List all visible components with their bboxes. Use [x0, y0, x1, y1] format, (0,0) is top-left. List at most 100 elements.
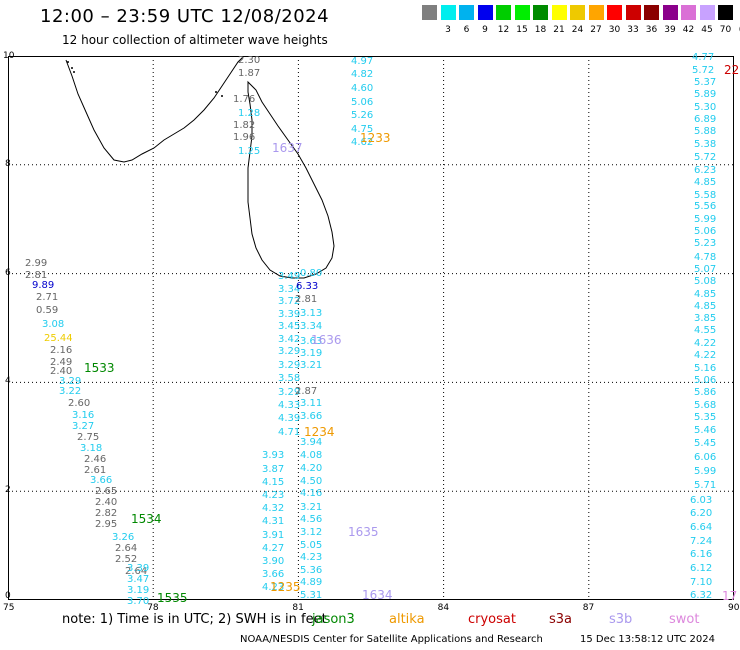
wave-height-value: 1.87 — [238, 68, 261, 79]
pass-time-label: 22 — [724, 63, 740, 77]
wave-height-value: 4.85 — [694, 177, 717, 188]
wave-height-value: 3.18 — [80, 443, 103, 454]
wave-height-value: 5.30 — [694, 102, 717, 113]
legend-swatch — [459, 5, 474, 20]
wave-height-value: 3.42 — [278, 334, 301, 345]
wave-height-value: 6.33 — [296, 281, 319, 292]
pass-time-label: 1233 — [360, 131, 391, 145]
wave-height-value: 2.82 — [95, 508, 118, 519]
wave-height-value: 4.97 — [351, 56, 374, 67]
wave-height-value: 4.89 — [300, 577, 323, 588]
wave-height-value: 5.26 — [351, 110, 374, 121]
wave-height-value: 2.49 — [50, 357, 73, 368]
wave-height-value: 3.66 — [90, 475, 113, 486]
wave-height-value: 2.81 — [25, 270, 48, 281]
wave-height-value: 1.96 — [233, 132, 256, 143]
legend-label: 6 — [463, 25, 470, 35]
wave-height-value: 4.23 — [300, 552, 323, 563]
wave-height-value: 6.23 — [694, 165, 717, 176]
x-axis-tick-label: 78 — [147, 603, 159, 613]
wave-height-value: 1.28 — [238, 108, 261, 119]
wave-height-value: 2.75 — [77, 432, 100, 443]
legend-label: 39 — [664, 25, 676, 35]
legend-swatch — [496, 5, 511, 20]
wave-height-value: 3.63 — [300, 336, 323, 347]
wave-height-value: 5.45 — [694, 438, 717, 449]
legend-label: 24 — [571, 25, 584, 35]
y-axis-tick-label: 8 — [5, 158, 11, 169]
legend-swatch — [681, 5, 696, 20]
wave-height-value: 4.56 — [300, 514, 323, 525]
wave-height-value: 2.61 — [84, 465, 107, 476]
wave-height-value: 4.78 — [694, 252, 717, 263]
legend-label: 18 — [534, 25, 547, 35]
wave-height-value: 25.44 — [44, 333, 73, 344]
wave-height-value: 3.11 — [300, 398, 323, 409]
wave-height-value: 6.20 — [690, 508, 713, 519]
island-marker — [71, 67, 73, 69]
wave-height-value: 5.38 — [694, 139, 717, 150]
wave-height-value: 3.58 — [278, 373, 301, 384]
wave-height-value: 5.16 — [694, 363, 717, 374]
wave-height-value: 3.72 — [278, 296, 301, 307]
wave-height-value: 5.31 — [300, 590, 323, 601]
wave-height-value: 3.94 — [300, 437, 323, 448]
legend-label: 33 — [627, 25, 639, 35]
wave-height-value: 4.82 — [351, 69, 374, 80]
wave-height-value: 5.06 — [694, 375, 717, 386]
wave-height-value: 2.64 — [115, 543, 138, 554]
mission-label: s3b — [609, 612, 633, 627]
wave-height-value: 2.46 — [84, 454, 107, 465]
mission-label: jason3 — [312, 612, 355, 627]
y-axis-tick-label: 0 — [5, 591, 11, 601]
wave-height-value: 3.90 — [262, 556, 285, 567]
wave-height-value: 3.16 — [72, 410, 95, 421]
wave-height-value: 4.08 — [300, 450, 323, 461]
wave-height-value: 4.71 — [278, 427, 301, 438]
wave-height-value: 5.46 — [694, 425, 717, 436]
wave-height-value: 2.60 — [68, 398, 91, 409]
legend-label: 30 — [608, 25, 621, 35]
generation-timestamp: 15 Dec 13:58:12 UTC 2024 — [580, 634, 715, 645]
wave-height-value: 5.56 — [694, 201, 717, 212]
wave-height-value: 3.29 — [278, 346, 301, 357]
wave-height-value: 2.99 — [25, 258, 48, 269]
legend-swatch — [588, 5, 604, 20]
wave-height-value: 5.06 — [351, 97, 374, 108]
wave-height-value: 7.10 — [690, 577, 713, 588]
wave-height-value: 5.89 — [694, 89, 717, 100]
wave-height-value: 5.08 — [694, 276, 717, 287]
wave-height-value: 5.72 — [694, 152, 717, 163]
wave-height-value: 5.86 — [694, 387, 717, 398]
legend-swatch — [422, 5, 437, 20]
y-axis-tick-label: 2 — [5, 485, 11, 496]
wave-height-value: 3.34 — [278, 284, 301, 295]
wave-height-value: 5.68 — [694, 400, 717, 411]
wave-height-value: 3.87 — [262, 464, 285, 475]
wave-height-value: 4.39 — [278, 413, 301, 424]
wave-height-value: 2.40 — [95, 497, 118, 508]
wave-height-value: 5.07 — [694, 264, 717, 275]
legend-label: 36 — [645, 25, 658, 35]
wave-height-value: 3.29 — [59, 376, 82, 387]
wave-height-value: 3.91 — [262, 530, 285, 541]
wave-height-value: 5.88 — [694, 126, 717, 137]
wave-height-value: 5.58 — [694, 190, 717, 201]
wave-height-value: 4.22 — [694, 338, 717, 349]
wave-height-value: 6.12 — [690, 563, 713, 574]
wave-height-value: 4.31 — [262, 516, 285, 527]
island-marker — [67, 61, 69, 63]
wave-height-value: 1.76 — [233, 94, 256, 105]
wave-height-value: 4.77 — [692, 52, 715, 63]
legend-swatch — [533, 5, 548, 20]
map-svg — [8, 55, 734, 600]
wave-height-value: 5.35 — [694, 412, 717, 423]
credit-text: NOAA/NESDIS Center for Satellite Applica… — [240, 634, 543, 645]
wave-height-value: 5.06 — [694, 226, 717, 237]
wave-height-value: 3.29 — [278, 360, 301, 371]
pass-time-label: 1636 — [311, 333, 342, 347]
page-title: 12:00 – 23:59 UTC 12/08/2024 — [40, 6, 330, 27]
pass-time-label: 1533 — [84, 361, 115, 375]
wave-height-value: 2.64 — [125, 566, 148, 577]
wave-height-value: 5.23 — [694, 238, 717, 249]
